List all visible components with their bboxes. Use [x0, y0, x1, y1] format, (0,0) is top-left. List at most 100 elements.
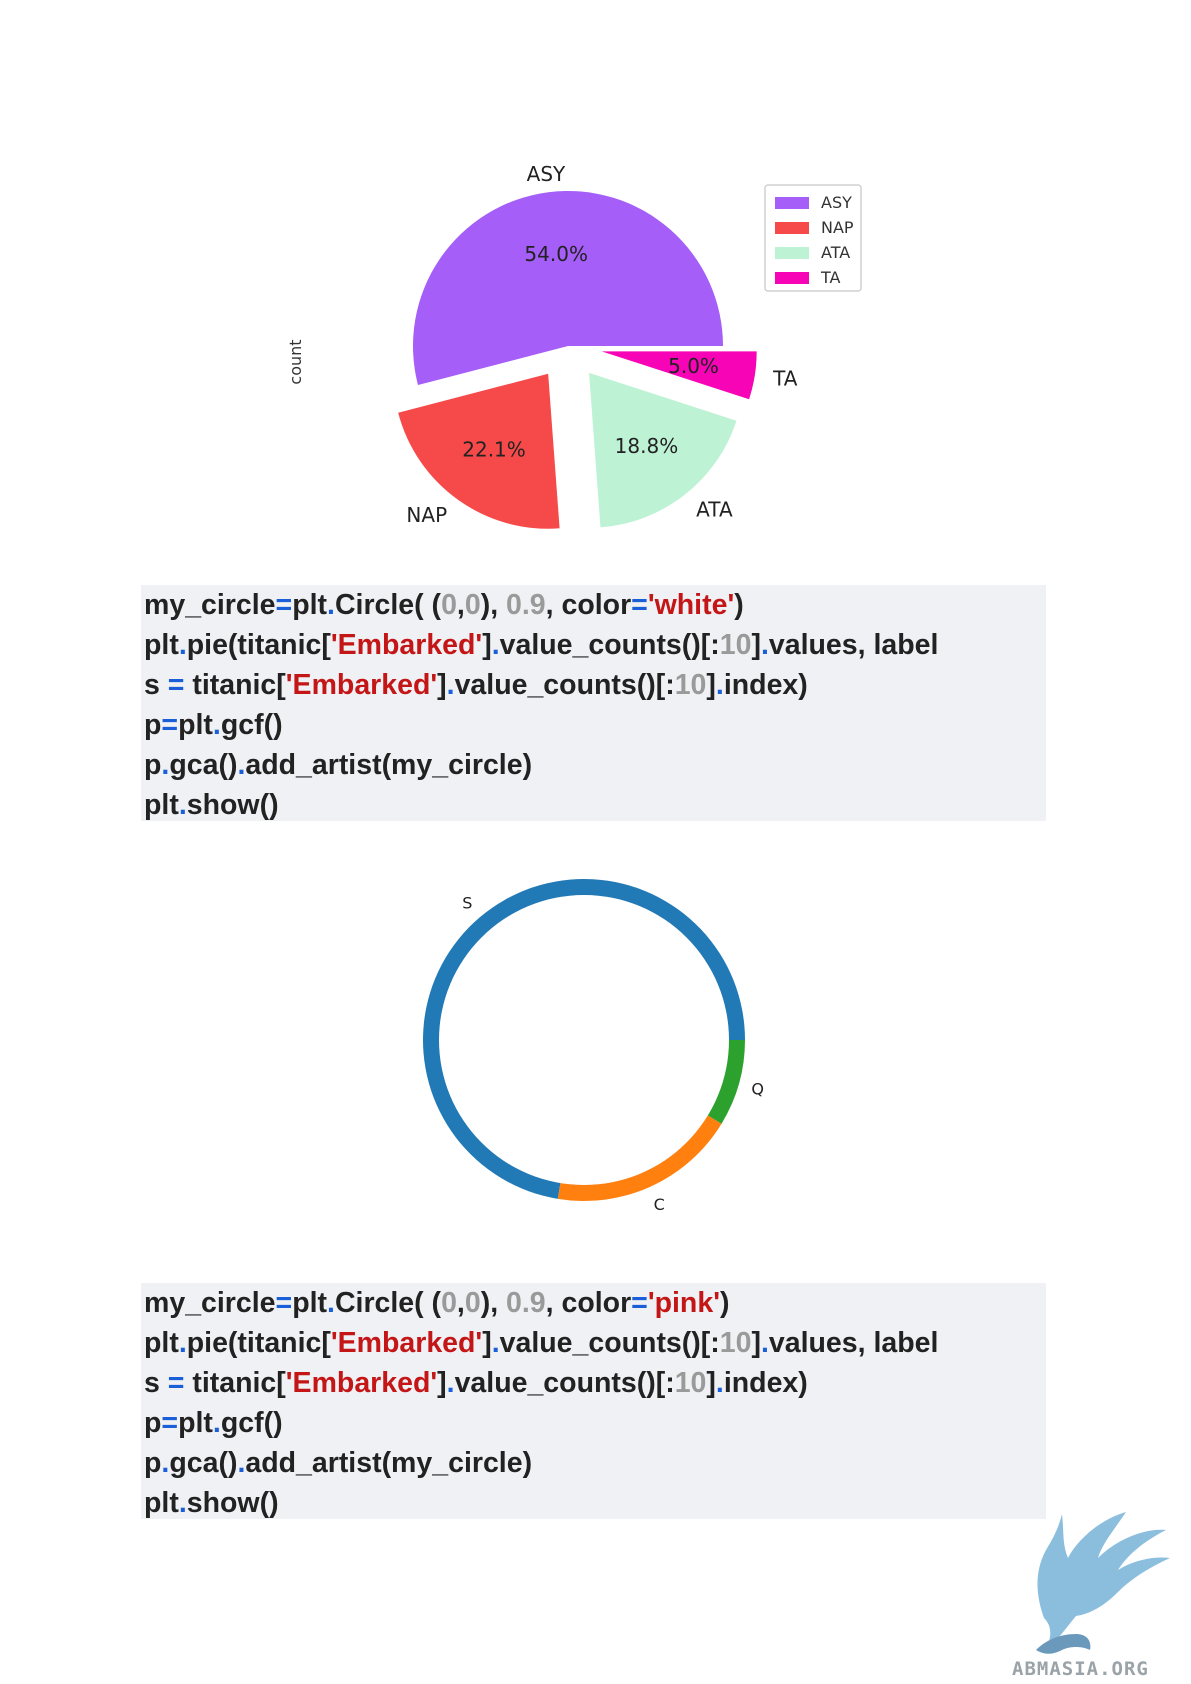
- code-token: .: [327, 1287, 335, 1319]
- code-line: s = titanic['Embarked'].value_counts()[:…: [144, 665, 808, 705]
- code-token: value_counts()[:: [454, 1367, 675, 1399]
- code-token: p: [144, 749, 162, 781]
- code-token: =: [631, 589, 648, 621]
- code-token: .: [237, 1447, 246, 1479]
- code-line: p=plt.gcf(): [144, 1403, 283, 1443]
- code-token: .: [178, 1487, 187, 1519]
- pie-slice-asy: [412, 190, 723, 386]
- code-token: my_circle: [144, 1287, 276, 1319]
- legend-label: NAP: [821, 218, 854, 237]
- code-token: 'Embarked': [285, 1367, 438, 1399]
- watermark-text: ABMASIA.ORG: [1012, 1658, 1149, 1680]
- code-token: show(): [186, 789, 279, 821]
- abmasia-logo: ABMASIA.ORG: [1012, 1512, 1170, 1680]
- code-token: gcf(): [220, 709, 283, 741]
- legend-label: ASY: [821, 193, 852, 212]
- center-circle: [439, 895, 729, 1185]
- code-token: 10: [719, 629, 752, 661]
- legend-swatch: [775, 247, 809, 259]
- code-token: pie(titanic[: [186, 629, 331, 661]
- code-token: =: [631, 1287, 648, 1319]
- code-token: 'pink': [647, 1287, 720, 1319]
- code-token: =: [275, 589, 293, 621]
- code-token: 0: [441, 1287, 457, 1319]
- code-line: plt.show(): [144, 785, 279, 825]
- chest-pain-pie-chart: count 54.0% ASY 22.1% NAP 18.8% ATA 5.0% TA ASY…: [286, 162, 862, 529]
- code-line: my_circle=plt.Circle( (0,0), 0.9, color=…: [144, 585, 744, 625]
- code-token: ]: [482, 1327, 492, 1359]
- code-token: , color: [545, 1287, 632, 1319]
- code-token: ),: [480, 1287, 507, 1319]
- code-token: .: [446, 1367, 455, 1399]
- pct-label: 5.0%: [668, 354, 719, 378]
- donut-labels: S C Q: [462, 894, 764, 1214]
- code-token: .: [161, 1447, 170, 1479]
- code-token: 'white': [647, 589, 735, 621]
- code-token: =: [167, 669, 185, 701]
- code-token: 'Embarked': [330, 629, 483, 661]
- code-token: s: [144, 1367, 168, 1399]
- legend-label: TA: [820, 268, 841, 287]
- code-token: plt: [292, 1287, 328, 1319]
- code-token: index): [723, 1367, 808, 1399]
- legend-label: ATA: [821, 243, 850, 262]
- code-token: .: [178, 789, 187, 821]
- code-token: 10: [674, 669, 707, 701]
- code-token: ,: [456, 589, 465, 621]
- code-token: value_counts()[:: [454, 669, 675, 701]
- code-token: 'Embarked': [285, 669, 438, 701]
- code-token: .: [327, 589, 335, 621]
- code-token: .: [178, 1327, 187, 1359]
- code-token: pie(titanic[: [186, 1327, 331, 1359]
- code-token: p: [144, 709, 162, 741]
- code-token: 0.9: [506, 1287, 546, 1319]
- code-token: index): [723, 669, 808, 701]
- code-token: ]: [482, 629, 492, 661]
- code-token: .: [760, 629, 769, 661]
- code-token: my_circle: [144, 589, 276, 621]
- code-token: value_counts()[:: [499, 1327, 720, 1359]
- code-token: .: [715, 1367, 724, 1399]
- code-token: ]: [751, 629, 761, 661]
- code-token: .: [446, 669, 455, 701]
- code-token: ]: [751, 1327, 761, 1359]
- code-token: ]: [437, 1367, 447, 1399]
- code-token: ,: [456, 1287, 465, 1319]
- pct-label: 54.0%: [524, 242, 588, 266]
- code-token: ]: [437, 669, 447, 701]
- code-token: titanic[: [184, 669, 286, 701]
- category-label: ATA: [696, 497, 733, 521]
- code-token: show(): [186, 1487, 279, 1519]
- pie-labels: 54.0% ASY 22.1% NAP 18.8% ATA 5.0% TA: [406, 162, 797, 527]
- code-token: add_artist(my_circle): [245, 1447, 533, 1479]
- code-token: plt: [144, 629, 179, 661]
- code-block-white: my_circle=plt.Circle( (0,0), 0.9, color=…: [141, 585, 1046, 821]
- code-token: ),: [480, 589, 507, 621]
- code-token: p: [144, 1407, 162, 1439]
- code-token: s: [144, 669, 168, 701]
- code-token: plt: [144, 1487, 179, 1519]
- code-token: p: [144, 1447, 162, 1479]
- legend-swatch: [775, 222, 809, 234]
- embarked-donut-chart: S C Q: [423, 879, 764, 1214]
- code-token: 10: [719, 1327, 752, 1359]
- pie-slice-ta: [601, 351, 757, 400]
- code-token: , color: [545, 589, 632, 621]
- code-token: add_artist(my_circle): [245, 749, 533, 781]
- code-token: =: [275, 1287, 293, 1319]
- donut-label: Q: [751, 1080, 764, 1099]
- legend-swatch: [775, 272, 809, 284]
- code-token: .: [760, 1327, 769, 1359]
- legend-swatch: [775, 197, 809, 209]
- code-token: plt: [178, 1407, 213, 1439]
- code-line: p=plt.gcf(): [144, 705, 283, 745]
- code-token: values, label: [768, 629, 939, 661]
- pie-slice-ata: [589, 372, 737, 528]
- code-token: 0: [464, 1287, 481, 1319]
- code-line: plt.show(): [144, 1483, 279, 1523]
- code-token: Circle( (: [334, 589, 442, 621]
- code-token: ): [719, 1287, 730, 1319]
- code-token: gca(): [169, 749, 238, 781]
- code-token: plt: [178, 709, 213, 741]
- pegasus-emblem-icon: [1036, 1512, 1170, 1654]
